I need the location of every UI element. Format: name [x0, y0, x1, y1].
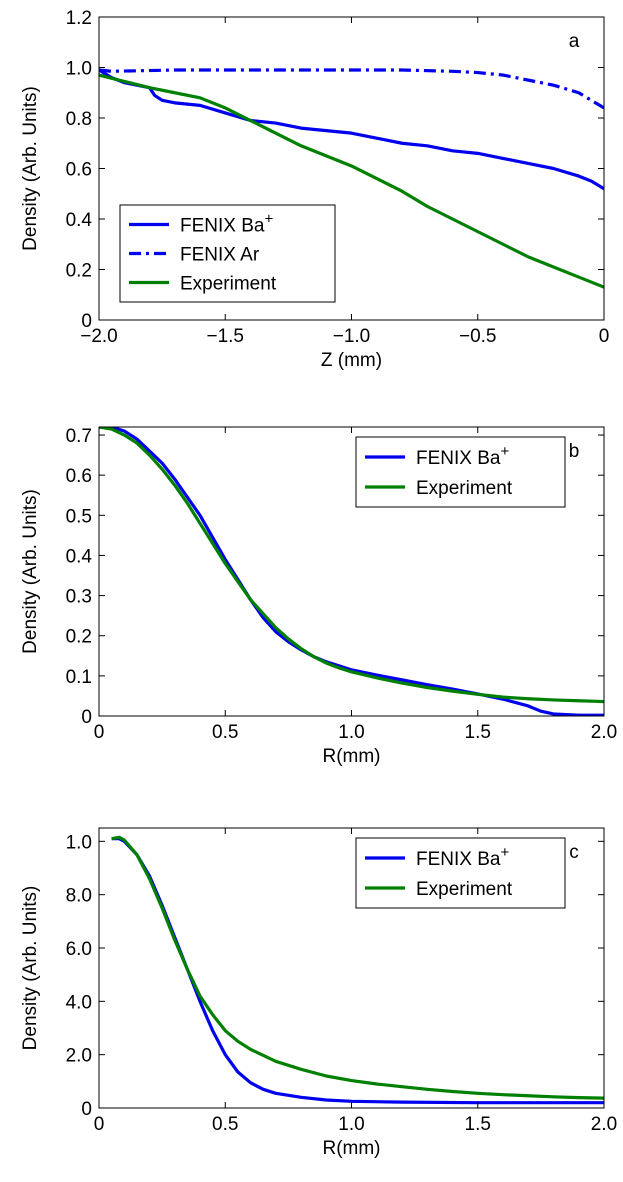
x-tick-label-a: −1.0: [333, 326, 371, 347]
legend-label-a-3: Experiment: [180, 274, 277, 295]
legend-label-superscript: +: [500, 443, 509, 460]
x-axis-label-b: R(mm): [322, 746, 380, 767]
legend-label-a-2: FENIX Ar: [180, 245, 260, 266]
panel-letter-b: b: [569, 441, 580, 462]
y-tick-label-a: 0.2: [66, 261, 92, 282]
panel-c: 0 0.5 1.0 1.5 2.0 0 2.0 4.0 6.0 8.0 1.0 R(mm) Densit…: [20, 827, 617, 1159]
series-line-a-2: [99, 68, 604, 110]
x-tick-label-c: 0: [94, 1114, 105, 1135]
y-tick-label-c: 4.0: [66, 992, 92, 1013]
legend-label-text: Experiment: [416, 478, 513, 499]
x-tick-label-c: 1.0: [338, 1114, 364, 1135]
y-axis-label-b: Density (Arb. Units): [20, 489, 41, 654]
y-tick-label-c: 6.0: [66, 939, 92, 960]
y-tick-label-c: 8.0: [66, 886, 92, 907]
legend-label-text: Experiment: [180, 274, 277, 295]
legend-label-superscript: +: [264, 211, 273, 228]
y-tick-label-c: 0: [81, 1099, 92, 1120]
y-tick-label-c: 1.0: [66, 832, 92, 853]
x-tick-label-b: 0.5: [212, 722, 238, 743]
legend-label-b-2: Experiment: [416, 478, 513, 499]
y-axis-label-c: Density (Arb. Units): [20, 886, 41, 1051]
series-line-c-2: [111, 835, 604, 1100]
panel-a: −2.0 −1.5 −1.0 −0.5 0 0 0.2 0.4 0.6 0.8 1.0 1.2 Z (m…: [20, 8, 609, 371]
y-tick-label-b: 0: [81, 707, 92, 728]
x-tick-label-b: 2.0: [591, 722, 617, 743]
y-tick-label-b: 0.1: [66, 667, 92, 688]
y-tick-label-a: 0.8: [66, 109, 92, 130]
panel-letter-a: a: [569, 31, 580, 52]
y-tick-label-a: 0: [81, 311, 92, 332]
series-line-b-2: [99, 427, 604, 704]
legend-label-text: FENIX Ba: [416, 448, 501, 469]
x-tick-label-b: 1.0: [338, 722, 364, 743]
legend-label-c-2: Experiment: [416, 879, 513, 900]
legend-label-superscript: +: [500, 844, 509, 861]
y-tick-label-a: 0.6: [66, 160, 92, 181]
x-tick-label-a: −1.5: [206, 326, 244, 347]
series-line-a-3: [99, 73, 604, 289]
y-tick-label-b: 0.4: [66, 546, 93, 567]
x-axis-label-a: Z (mm): [321, 350, 382, 371]
panel-letter-c: c: [569, 842, 579, 863]
legend-label-text: FENIX Ar: [180, 245, 260, 266]
x-tick-label-c: 1.5: [465, 1114, 491, 1135]
y-tick-label-a: 0.4: [66, 210, 93, 231]
y-tick-label-b: 0.6: [66, 466, 92, 487]
x-tick-label-c: 2.0: [591, 1114, 617, 1135]
y-tick-label-b: 0.5: [66, 506, 92, 527]
x-axis-label-c: R(mm): [322, 1138, 380, 1159]
y-tick-label-a: 1.2: [66, 8, 92, 29]
legend-label-text: FENIX Ba: [180, 216, 265, 237]
x-tick-label-b: 0: [94, 722, 105, 743]
legend-label-text: Experiment: [416, 879, 513, 900]
y-tick-label-b: 0.2: [66, 627, 92, 648]
y-tick-label-c: 2.0: [66, 1046, 92, 1067]
y-tick-label-b: 0.7: [66, 426, 92, 447]
legend-c: FENIX Ba+ Experiment: [355, 837, 566, 909]
y-tick-label-b: 0.3: [66, 587, 92, 608]
panel-b: 0 0.5 1.0 1.5 2.0 0 0.1 0.2 0.3 0.4 0.5 0.6 0.7 R(mm)…: [20, 426, 617, 767]
legend-box-b: [355, 436, 566, 508]
legend-label-text: FENIX Ba: [416, 849, 501, 870]
legend-label-a-1: FENIX Ba+: [180, 211, 273, 237]
x-tick-label-a: −0.5: [459, 326, 497, 347]
x-tick-label-c: 0.5: [212, 1114, 238, 1135]
x-tick-label-b: 1.5: [465, 722, 491, 743]
legend-label-c-1: FENIX Ba+: [416, 844, 509, 870]
legend-box-c: [355, 837, 566, 909]
series-line-a-1: [99, 68, 604, 191]
x-tick-label-a: −2.0: [80, 326, 118, 347]
y-axis-label-a: Density (Arb. Units): [20, 86, 41, 251]
legend-label-b-1: FENIX Ba+: [416, 443, 509, 469]
y-tick-label-a: 1.0: [66, 59, 92, 80]
legend-b: FENIX Ba+ Experiment: [355, 436, 566, 508]
x-tick-label-a: 0: [599, 326, 610, 347]
